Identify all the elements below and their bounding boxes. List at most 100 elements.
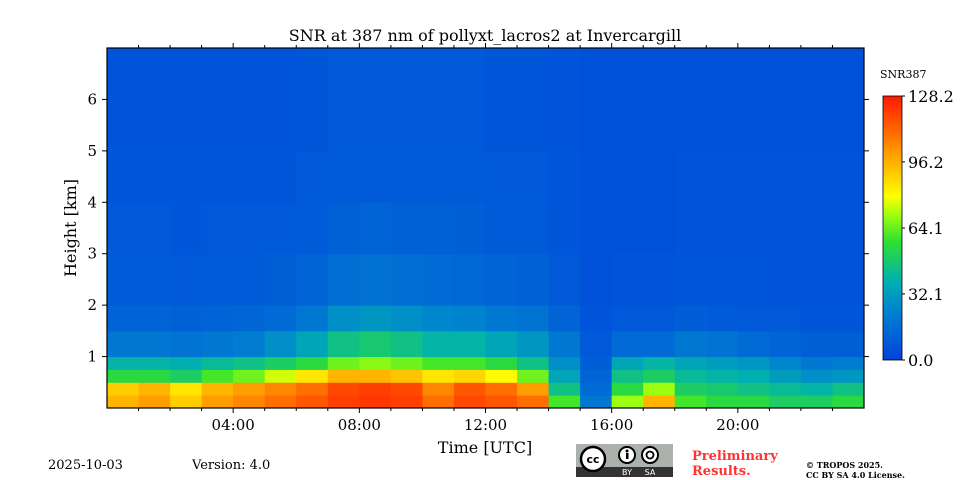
heatmap-cell	[643, 253, 676, 306]
heatmap-cell	[264, 48, 297, 152]
heatmap-cell	[737, 305, 770, 332]
heatmap-cell	[485, 382, 518, 396]
colorbar-tick-label: 64.1	[908, 219, 944, 238]
heatmap-cell	[359, 150, 392, 203]
heatmap-cell	[706, 305, 739, 332]
colorbar	[882, 95, 903, 361]
heatmap-cell	[517, 305, 550, 332]
colorbar-tick-label: 0.0	[908, 351, 933, 370]
y-tick-label: 3	[87, 245, 97, 263]
heatmap-cell	[769, 202, 802, 255]
heatmap-cell	[390, 382, 423, 396]
heatmap-cell	[453, 253, 486, 306]
heatmap-cell	[800, 382, 833, 396]
heatmap-cell	[201, 395, 234, 409]
heatmap-cell	[422, 330, 455, 358]
heatmap-cell	[737, 150, 770, 203]
heatmap-cell	[643, 382, 676, 396]
heatmap-cell	[264, 305, 297, 332]
heatmap-cell	[264, 150, 297, 203]
cc-by-sa-badge[interactable]: cc BY SA	[576, 444, 673, 477]
heatmap-cell	[611, 382, 644, 396]
heatmap-cell	[296, 330, 329, 358]
heatmap-cell	[201, 382, 234, 396]
heatmap-cell	[170, 395, 203, 409]
heatmap-cell	[170, 369, 203, 383]
x-tick-label: 08:00	[338, 416, 381, 434]
heatmap-cell	[296, 382, 329, 396]
heatmap-cell	[485, 253, 518, 306]
colorbar-tick-label: 96.2	[908, 153, 944, 172]
heatmap-cell	[327, 253, 360, 306]
heatmap-cell	[453, 382, 486, 396]
heatmap-cell	[390, 305, 423, 332]
heatmap-cell	[674, 330, 707, 358]
heatmap-cell	[296, 253, 329, 306]
heatmap-cell	[580, 202, 613, 255]
heatmap-cell	[327, 48, 360, 152]
heatmap-cell	[706, 382, 739, 396]
heatmap-cell	[422, 202, 455, 255]
y-tick-label: 1	[87, 348, 97, 366]
heatmap-cell	[517, 253, 550, 306]
heatmap-cell	[201, 356, 234, 370]
heatmap-cell	[453, 395, 486, 409]
heatmap-cells	[107, 48, 865, 409]
heatmap-cell	[769, 330, 802, 358]
heatmap-cell	[674, 48, 707, 152]
heatmap-cell	[832, 382, 865, 396]
heatmap-cell	[233, 150, 266, 203]
heatmap-cell	[769, 356, 802, 370]
heatmap-cell	[390, 150, 423, 203]
heatmap-cell	[769, 305, 802, 332]
heatmap-cell	[769, 395, 802, 409]
svg-text:cc: cc	[586, 453, 599, 466]
heatmap-cell	[769, 150, 802, 203]
heatmap-cell	[800, 48, 833, 152]
heatmap-cell	[517, 202, 550, 255]
x-tick-label: 12:00	[464, 416, 507, 434]
heatmap-cell	[138, 48, 171, 152]
heatmap-cell	[201, 369, 234, 383]
heatmap-cell	[643, 356, 676, 370]
heatmap-cell	[548, 150, 581, 203]
heatmap-cell	[138, 202, 171, 255]
axis-ticks	[102, 43, 905, 413]
heatmap-cell	[706, 330, 739, 358]
heatmap-cell	[390, 253, 423, 306]
heatmap-cell	[769, 369, 802, 383]
heatmap-cell	[737, 330, 770, 358]
heatmap-cell	[832, 202, 865, 255]
heatmap-cell	[643, 150, 676, 203]
heatmap-cell	[138, 330, 171, 358]
heatmap-cell	[674, 369, 707, 383]
heatmap-cell	[170, 202, 203, 255]
heatmap-cell	[107, 202, 140, 255]
heatmap-cell	[390, 48, 423, 152]
heatmap-cell	[580, 48, 613, 152]
heatmap-cell	[422, 253, 455, 306]
heatmap-cell	[138, 369, 171, 383]
heatmap-cell	[107, 253, 140, 306]
heatmap-cell	[800, 305, 833, 332]
heatmap-cell	[327, 305, 360, 332]
sa-icon	[641, 446, 659, 464]
heatmap-cell	[800, 150, 833, 203]
heatmap-cell	[264, 395, 297, 409]
heatmap-cell	[643, 305, 676, 332]
heatmap-cell	[517, 330, 550, 358]
heatmap-cell	[264, 356, 297, 370]
heatmap-cell	[201, 253, 234, 306]
heatmap-cell	[233, 356, 266, 370]
heatmap-cell	[611, 253, 644, 306]
heatmap-cell	[517, 395, 550, 409]
heatmap-cell	[800, 202, 833, 255]
heatmap-cell	[674, 395, 707, 409]
heatmap-cell	[485, 150, 518, 203]
heatmap-cell	[611, 48, 644, 152]
heatmap-cell	[327, 356, 360, 370]
preliminary-results-label: Preliminary Results.	[692, 449, 778, 479]
heatmap-cell	[359, 253, 392, 306]
heatmap-cell	[737, 382, 770, 396]
heatmap-cell	[327, 150, 360, 203]
